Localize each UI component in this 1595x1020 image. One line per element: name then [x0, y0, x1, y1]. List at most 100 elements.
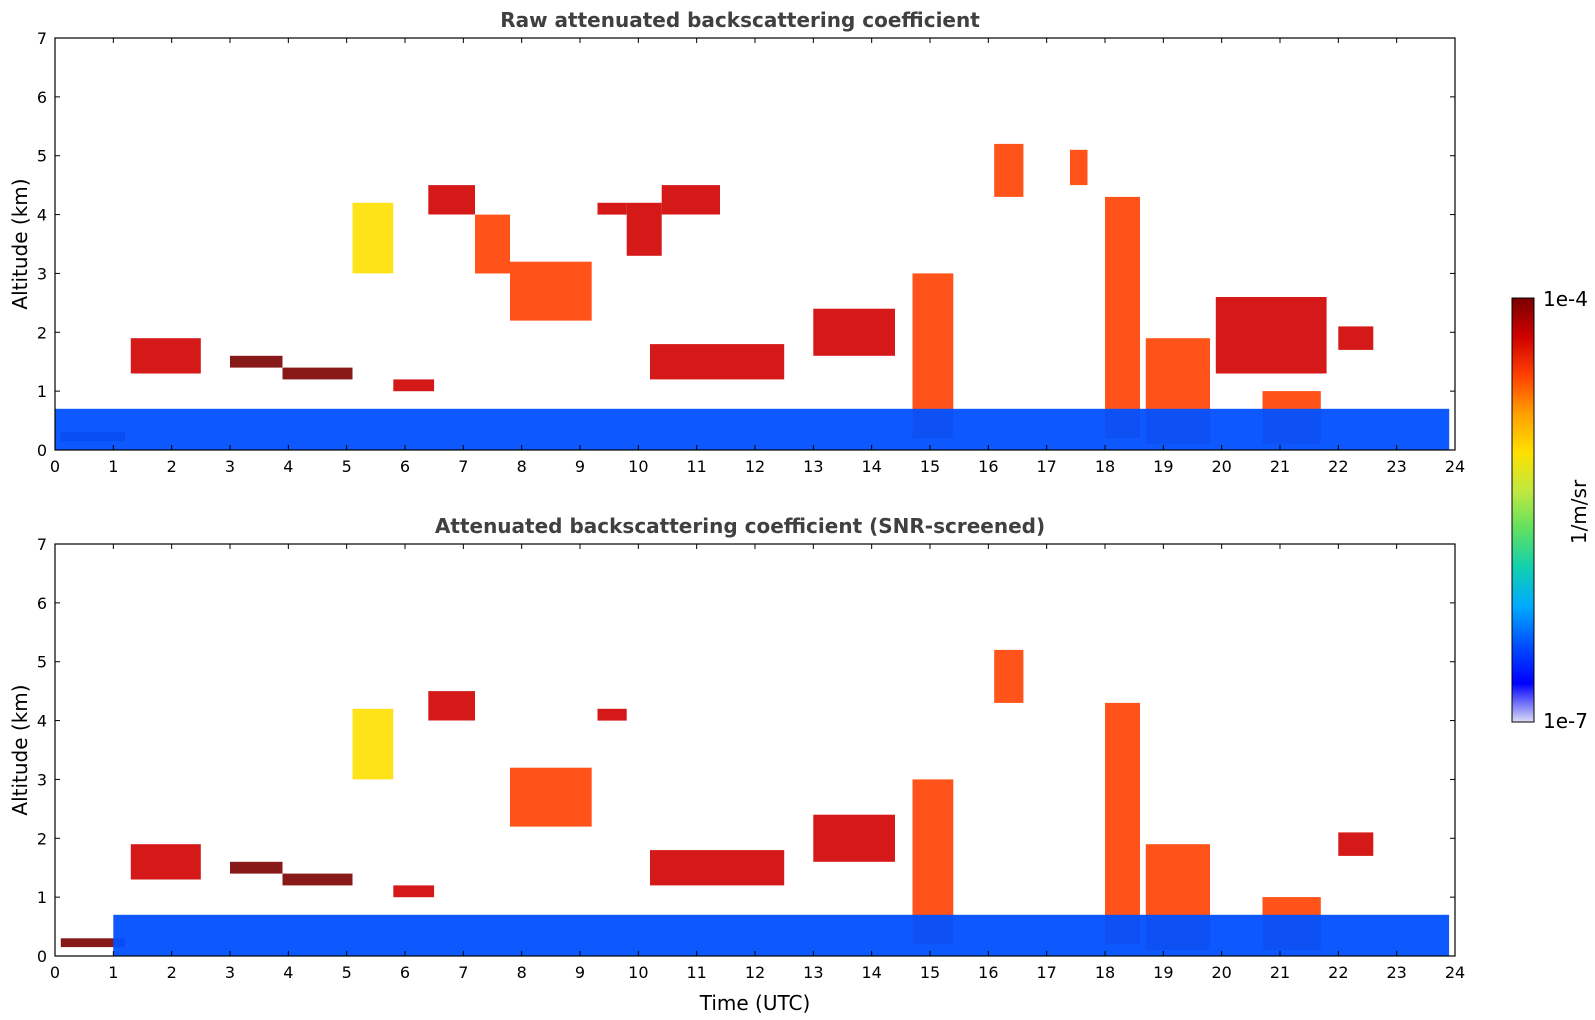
backscatter-feature [994, 649, 1024, 703]
backscatter-feature [1105, 196, 1140, 439]
plot-area [55, 143, 1450, 450]
x-tick-label: 3 [225, 457, 235, 476]
panel-screened: Attenuated backscattering coefficient (S… [8, 514, 1465, 1015]
y-tick-label: 2 [37, 323, 47, 342]
x-tick-label: 6 [400, 963, 410, 982]
x-tick-label: 8 [517, 963, 527, 982]
x-tick-label: 22 [1328, 963, 1348, 982]
x-tick-label: 22 [1328, 457, 1348, 476]
y-tick-label: 0 [37, 947, 47, 966]
x-tick-label: 23 [1386, 457, 1406, 476]
x-tick-label: 20 [1211, 457, 1231, 476]
x-tick-label: 19 [1153, 963, 1173, 982]
x-axis: 0 1 2 3 4 5 6 7 8 9 10 11 12 13 14 15 16 17 18 19 20 21 22 23 24 [50, 38, 1465, 476]
backscatter-feature [475, 214, 510, 274]
backscatter-feature [428, 691, 475, 721]
x-tick-label: 4 [283, 457, 293, 476]
y-tick-label: 3 [37, 770, 47, 789]
backscatter-feature [282, 367, 353, 380]
x-tick-label: 1 [108, 963, 118, 982]
x-tick-label: 17 [1036, 963, 1056, 982]
y-tick-label: 7 [37, 29, 47, 48]
backscatter-feature [626, 202, 662, 256]
x-axis-label: Time (UTC) [699, 991, 811, 1015]
x-tick-label: 23 [1386, 963, 1406, 982]
x-tick-label: 16 [978, 457, 998, 476]
y-tick-label: 6 [37, 88, 47, 107]
backscatter-feature [282, 873, 353, 886]
x-tick-label: 14 [861, 457, 881, 476]
backscatter-feature [60, 938, 125, 948]
x-tick-label: 7 [458, 457, 468, 476]
colorbar-max-label: 1e-4 [1543, 287, 1588, 311]
x-tick-label: 17 [1036, 457, 1056, 476]
x-tick-label: 3 [225, 963, 235, 982]
backscatter-feature [130, 844, 201, 880]
x-tick-label: 13 [803, 963, 823, 982]
x-tick-label: 10 [628, 457, 648, 476]
x-tick-label: 21 [1270, 457, 1290, 476]
colorbar-unit-label: 1/m/sr [1567, 479, 1591, 544]
backscatter-feature [1338, 326, 1374, 350]
y-tick-label: 3 [37, 264, 47, 283]
backscatter-feature [55, 408, 1450, 450]
plot-frame [54, 37, 1456, 451]
x-tick-label: 5 [342, 963, 352, 982]
chart-title: Attenuated backscattering coefficient (S… [435, 514, 1045, 538]
x-tick-label: 1 [108, 457, 118, 476]
x-tick-label: 13 [803, 457, 823, 476]
backscatter-feature [393, 379, 435, 392]
backscatter-feature [393, 885, 435, 898]
y-axis-label: Altitude (km) [8, 684, 32, 815]
backscatter-feature [650, 850, 785, 886]
backscatter-feature [352, 202, 394, 274]
y-axis: 0 1 2 3 4 5 6 7 [37, 29, 1455, 460]
y-tick-label: 6 [37, 594, 47, 613]
x-tick-label: 11 [686, 457, 706, 476]
backscatter-feature [510, 261, 592, 321]
y-tick-label: 5 [37, 653, 47, 672]
backscatter-feature [352, 708, 394, 780]
backscatter-feature [1338, 832, 1374, 856]
x-tick-label: 15 [920, 457, 940, 476]
y-tick-label: 7 [37, 535, 47, 554]
x-tick-label: 18 [1095, 963, 1115, 982]
colorbar: 1e-4 1e-7 1/m/sr [1511, 287, 1591, 733]
x-tick-label: 4 [283, 963, 293, 982]
x-tick-label: 18 [1095, 457, 1115, 476]
plot-frame [54, 543, 1456, 957]
x-tick-label: 24 [1445, 963, 1465, 982]
x-tick-label: 24 [1445, 457, 1465, 476]
y-tick-label: 1 [37, 888, 47, 907]
y-tick-label: 4 [37, 712, 47, 731]
backscatter-feature [428, 185, 475, 215]
backscatter-feature [1105, 702, 1140, 945]
backscatter-feature [994, 143, 1024, 197]
y-tick-label: 0 [37, 441, 47, 460]
backscatter-feature [1070, 149, 1088, 186]
y-axis: 0 1 2 3 4 5 6 7 [37, 535, 1455, 966]
x-tick-label: 2 [167, 457, 177, 476]
x-tick-label: 16 [978, 963, 998, 982]
x-tick-label: 0 [50, 457, 60, 476]
x-tick-label: 12 [745, 963, 765, 982]
x-tick-label: 15 [920, 963, 940, 982]
backscatter-feature [230, 861, 283, 874]
x-tick-label: 6 [400, 457, 410, 476]
x-tick-label: 10 [628, 963, 648, 982]
y-tick-label: 2 [37, 829, 47, 848]
x-tick-label: 5 [342, 457, 352, 476]
x-tick-label: 12 [745, 457, 765, 476]
chart-title: Raw attenuated backscattering coefficien… [500, 8, 980, 32]
x-tick-label: 0 [50, 963, 60, 982]
panel-raw: Raw attenuated backscattering coefficien… [8, 8, 1465, 476]
y-tick-label: 4 [37, 206, 47, 225]
backscatter-feature [813, 308, 895, 356]
backscatter-feature [230, 355, 283, 368]
backscatter-feature [597, 202, 627, 215]
backscatter-feature [130, 338, 201, 374]
y-axis-label: Altitude (km) [8, 178, 32, 309]
x-tick-label: 21 [1270, 963, 1290, 982]
